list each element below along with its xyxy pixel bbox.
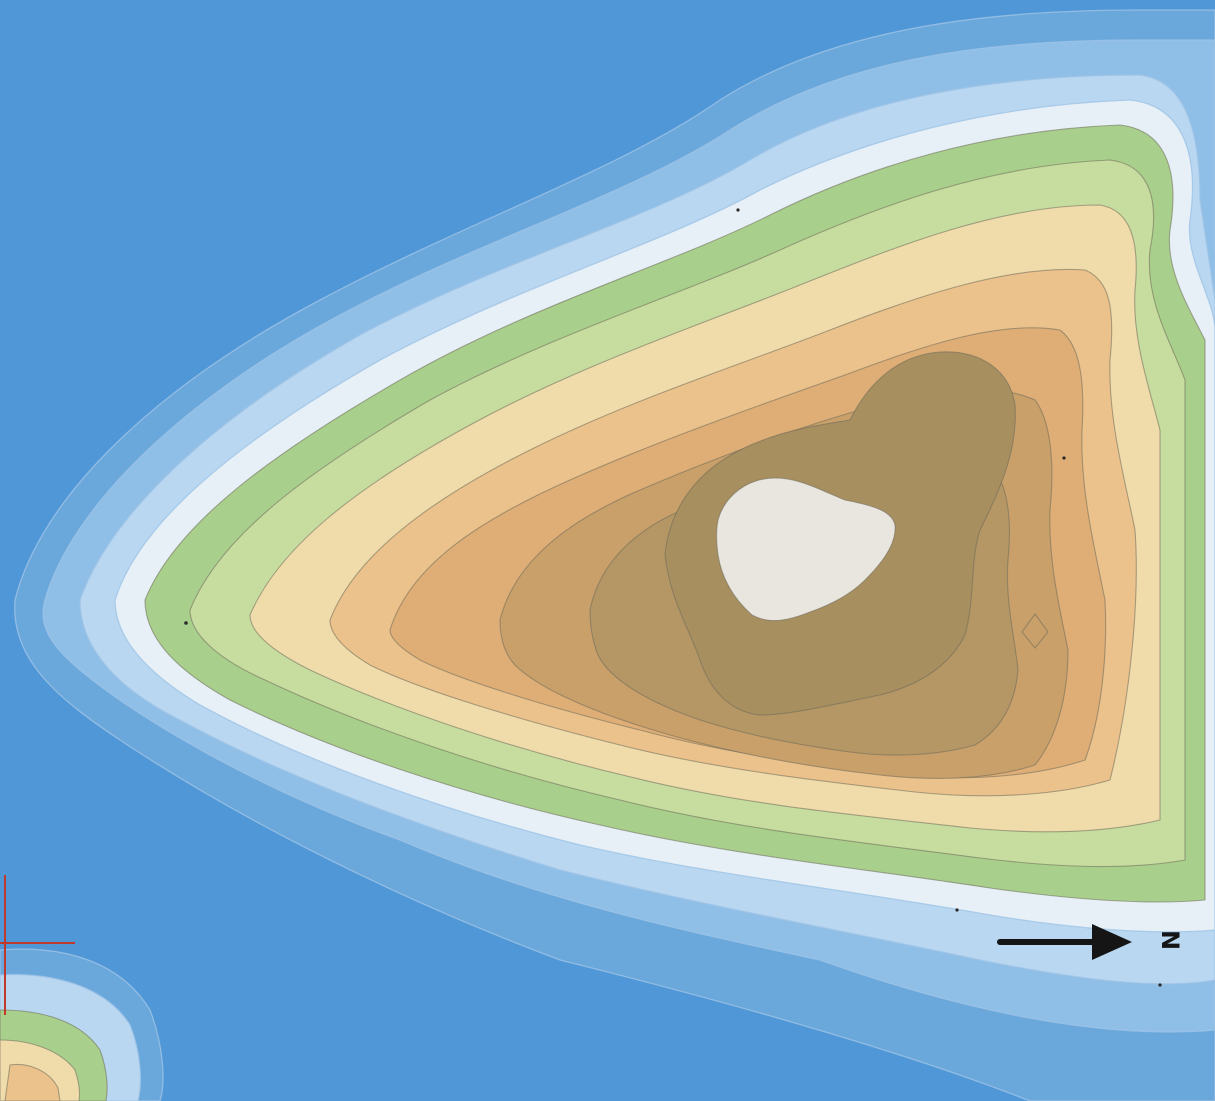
crosshair-icon <box>0 875 75 1015</box>
small-island <box>0 948 164 1101</box>
north-arrow-icon <box>997 924 1132 960</box>
main-island <box>14 9 1215 1101</box>
survey-points <box>184 208 1162 987</box>
north-label: N <box>1156 929 1185 951</box>
summit <box>715 477 896 622</box>
small-knoll <box>1021 613 1049 649</box>
